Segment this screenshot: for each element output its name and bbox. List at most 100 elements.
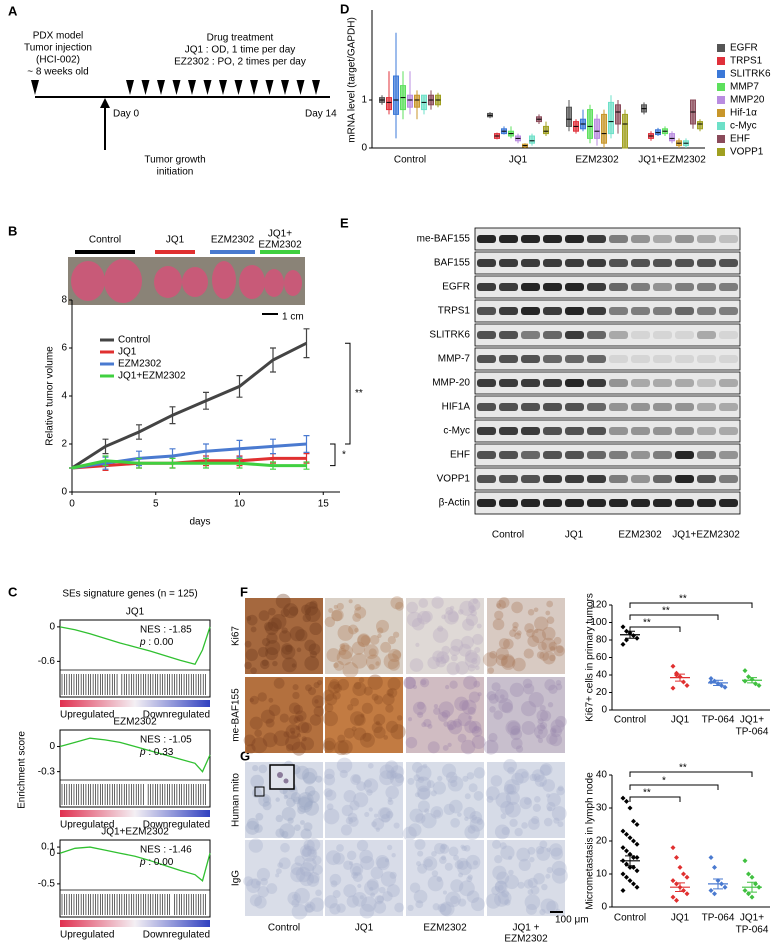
- protein-label: MMP-20: [432, 378, 470, 389]
- texture: [322, 711, 338, 727]
- texture: [522, 678, 533, 689]
- band: [587, 403, 606, 411]
- texture: [441, 614, 446, 620]
- texture: [419, 678, 430, 688]
- texture: [504, 801, 521, 818]
- y-tick-label: 1: [361, 95, 367, 106]
- texture: [450, 654, 458, 662]
- band: [697, 403, 716, 411]
- texture: [382, 693, 395, 706]
- texture: [476, 623, 482, 629]
- sem-bar: [747, 677, 757, 684]
- texture: [385, 704, 394, 713]
- tumor: [104, 259, 142, 303]
- bracket: [629, 614, 719, 620]
- texture: [323, 737, 336, 751]
- band: [477, 403, 496, 411]
- texture: [369, 886, 374, 892]
- band: [631, 379, 650, 387]
- texture: [498, 698, 513, 713]
- texture: [518, 858, 531, 872]
- texture: [337, 734, 346, 743]
- band: [499, 283, 518, 291]
- band: [565, 307, 584, 315]
- texture: [500, 845, 515, 860]
- band: [697, 307, 716, 315]
- texture: [357, 634, 370, 648]
- texture: [539, 908, 546, 916]
- texture: [292, 796, 301, 805]
- texture: [391, 852, 396, 858]
- blot-strip: [474, 443, 741, 467]
- texture: [430, 790, 437, 797]
- texture: [256, 867, 271, 882]
- band: [587, 451, 606, 459]
- band: [675, 379, 694, 387]
- texture: [308, 643, 321, 656]
- inset-mark: [254, 786, 265, 797]
- marker: [281, 80, 289, 95]
- row-label: IgG: [231, 870, 242, 886]
- texture: [254, 729, 263, 738]
- texture: [339, 643, 346, 649]
- texture: [246, 615, 252, 621]
- texture: [417, 776, 425, 783]
- band: [565, 331, 584, 339]
- row-label: Human mito: [231, 773, 242, 827]
- band: [565, 379, 584, 387]
- texture: [492, 865, 507, 880]
- panel-label: F: [240, 584, 248, 599]
- band: [565, 427, 584, 435]
- band: [587, 427, 606, 435]
- texture: [490, 775, 503, 787]
- texture: [360, 635, 371, 646]
- texture: [304, 904, 314, 913]
- texture: [507, 766, 515, 775]
- texture: [434, 842, 446, 855]
- x-tick-label: JQ1+: [740, 715, 764, 726]
- y-tick-label: 20: [596, 836, 608, 847]
- group-label: JQ1+EZM2302: [672, 530, 740, 541]
- band: [675, 259, 694, 267]
- texture: [537, 737, 544, 744]
- texture: [377, 807, 393, 823]
- texture: [323, 788, 333, 798]
- texture: [376, 619, 390, 633]
- texture: [447, 742, 452, 747]
- band: [653, 331, 672, 339]
- box: [529, 135, 535, 144]
- texture: [312, 855, 322, 865]
- texture: [510, 728, 523, 741]
- band: [521, 379, 540, 387]
- texture: [537, 718, 544, 725]
- texture: [338, 647, 347, 656]
- texture: [551, 860, 567, 876]
- texture: [306, 837, 321, 852]
- texture: [378, 886, 386, 894]
- texture: [414, 792, 420, 798]
- texture: [471, 726, 483, 737]
- texture: [353, 727, 367, 741]
- error-bar: [236, 439, 243, 458]
- texture: [549, 654, 556, 662]
- error-bar: [270, 461, 276, 470]
- texture: [521, 720, 536, 735]
- significance: **: [643, 618, 651, 629]
- x-tick-label: TP-064: [736, 925, 769, 936]
- texture: [307, 687, 317, 696]
- point: [631, 633, 636, 639]
- texture: [313, 706, 325, 717]
- arrow-head: [100, 98, 110, 108]
- texture: [453, 854, 459, 861]
- column-label: JQ1 +: [513, 923, 540, 934]
- texture: [305, 684, 312, 692]
- marker: [157, 80, 165, 95]
- texture: [546, 866, 554, 874]
- texture: [393, 822, 400, 829]
- texture: [539, 721, 548, 730]
- legend-swatch: [717, 135, 725, 143]
- texture: [500, 813, 507, 820]
- band: [543, 451, 562, 459]
- texture: [417, 800, 430, 813]
- label: JQ1: [126, 607, 145, 618]
